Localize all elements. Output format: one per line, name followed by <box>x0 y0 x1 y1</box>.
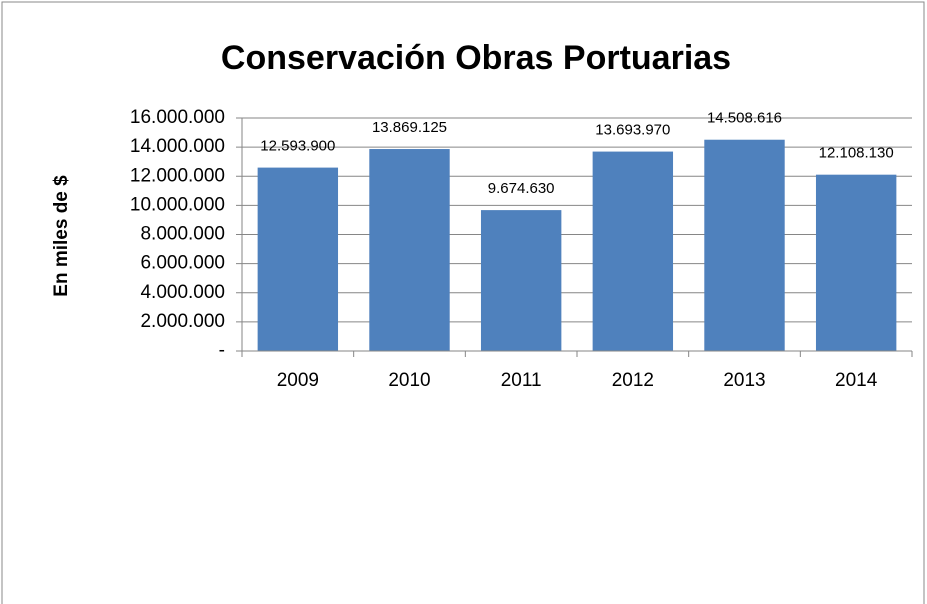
bar <box>815 174 897 351</box>
y-tick-label: 16.000.000 <box>130 107 225 128</box>
bar <box>257 167 339 351</box>
bar <box>592 151 674 351</box>
x-tick-label: 2014 <box>835 370 878 391</box>
value-label: 13.869.125 <box>372 119 447 136</box>
y-tick-label: 8.000.000 <box>140 224 225 245</box>
y-tick-label: 14.000.000 <box>130 136 225 157</box>
y-tick-label: - <box>219 340 225 361</box>
x-tick-label: 2012 <box>612 370 654 391</box>
y-tick-label: 6.000.000 <box>140 253 225 274</box>
chart-title: Conservación Obras Portuarias <box>221 39 731 77</box>
y-tick-label: 12.000.000 <box>130 165 225 186</box>
bar <box>480 210 562 351</box>
x-tick-label: 2013 <box>723 370 765 391</box>
y-axis-label: En miles de $ <box>51 175 72 297</box>
value-label: 9.674.630 <box>488 180 555 197</box>
value-label: 12.593.900 <box>260 138 335 155</box>
y-tick-label: 10.000.000 <box>130 194 225 215</box>
value-label: 14.508.616 <box>707 110 782 127</box>
x-tick-label: 2009 <box>277 370 319 391</box>
x-tick-label: 2010 <box>388 370 430 391</box>
bar <box>369 149 450 351</box>
x-tick-label: 2011 <box>501 370 542 391</box>
value-label: 13.693.970 <box>595 122 670 139</box>
y-tick-label: 4.000.000 <box>140 282 225 303</box>
bar <box>704 139 785 351</box>
y-tick-label: 2.000.000 <box>140 311 225 332</box>
value-label: 12.108.130 <box>819 145 894 162</box>
